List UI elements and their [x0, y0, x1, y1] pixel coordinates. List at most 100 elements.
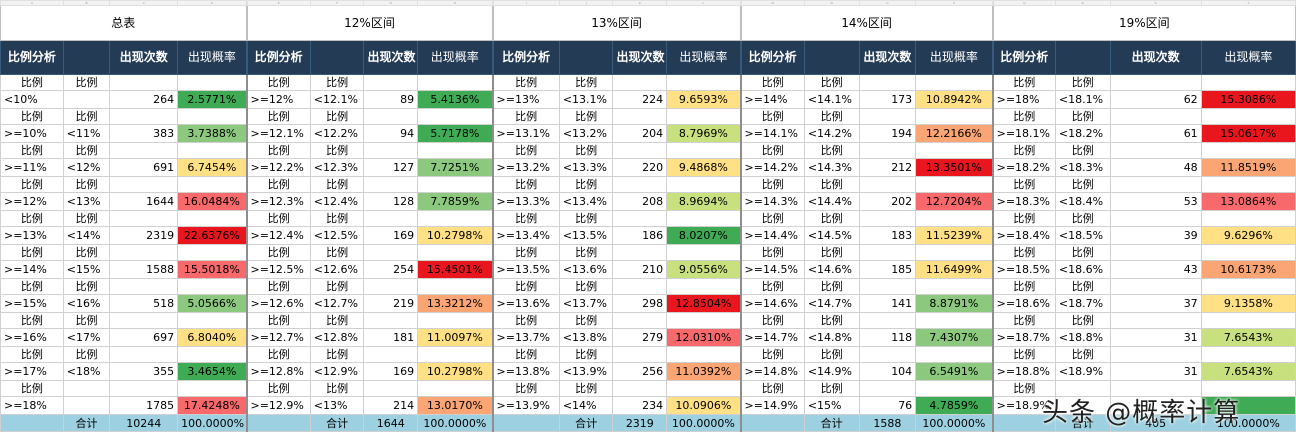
count-cell[interactable]	[1109, 396, 1202, 415]
probability-cell[interactable]: 15.3086%	[1200, 90, 1296, 109]
ratio-sublabel[interactable]: 比例	[0, 278, 64, 295]
ratio-sublabel[interactable]: 比例	[558, 278, 614, 295]
empty-cell[interactable]	[417, 74, 494, 91]
total-count[interactable]: 10244	[109, 414, 179, 432]
probability-cell[interactable]: 9.1358%	[1200, 294, 1296, 313]
range-lower[interactable]: >=18.3%	[991, 192, 1056, 211]
probability-cell[interactable]: 6.7454%	[177, 158, 247, 177]
empty-cell[interactable]	[915, 108, 994, 125]
ratio-sublabel[interactable]: 比例	[0, 312, 64, 329]
ratio-sublabel[interactable]: 比例	[803, 244, 860, 261]
ratio-sublabel[interactable]: 比例	[739, 380, 805, 397]
probability-cell[interactable]: 7.7251%	[417, 158, 494, 177]
range-lower[interactable]: >=18.7%	[991, 328, 1056, 347]
ratio-sublabel[interactable]: 比例	[491, 74, 560, 91]
empty-cell[interactable]	[363, 380, 419, 397]
ratio-sublabel[interactable]: 比例	[558, 176, 614, 193]
ratio-sublabel[interactable]: 比例	[803, 108, 860, 125]
ratio-sublabel[interactable]: 比例	[309, 244, 365, 261]
range-lower[interactable]: >=14.3%	[739, 192, 805, 211]
range-upper[interactable]: <14.6%	[803, 260, 860, 279]
range-lower[interactable]: >=18%	[0, 396, 64, 415]
range-upper[interactable]: <18.9%	[1054, 362, 1111, 381]
empty-cell[interactable]	[666, 312, 742, 329]
probability-cell[interactable]: 15.4501%	[417, 260, 494, 279]
empty-cell[interactable]	[1109, 210, 1202, 227]
ratio-sublabel[interactable]: 比例	[309, 278, 365, 295]
range-lower[interactable]: >=12%	[245, 90, 311, 109]
ratio-sublabel[interactable]: 比例	[991, 210, 1056, 227]
ratio-sublabel[interactable]: 比例	[558, 210, 614, 227]
ratio-sublabel[interactable]: 比例	[245, 380, 311, 397]
ratio-sublabel[interactable]: 比例	[0, 176, 64, 193]
range-lower[interactable]: >=14.6%	[739, 294, 805, 313]
total-label[interactable]: 合计	[1054, 414, 1111, 432]
ratio-sublabel[interactable]: 比例	[1054, 210, 1111, 227]
empty-cell[interactable]	[109, 244, 179, 261]
range-lower[interactable]: >=12.9%	[245, 396, 311, 415]
range-upper[interactable]	[62, 396, 111, 415]
empty-cell[interactable]	[109, 210, 179, 227]
empty-cell[interactable]	[177, 142, 247, 159]
empty-cell[interactable]	[666, 74, 742, 91]
empty-cell[interactable]	[858, 108, 917, 125]
range-upper[interactable]: <12.7%	[309, 294, 365, 313]
empty-cell[interactable]	[1109, 244, 1202, 261]
empty-cell[interactable]	[612, 176, 668, 193]
total-probability[interactable]: 100.0000%	[915, 414, 994, 432]
range-lower[interactable]: >=14%	[739, 90, 805, 109]
empty-cell[interactable]	[1200, 176, 1296, 193]
probability-cell[interactable]: 16.0484%	[177, 192, 247, 211]
count-cell[interactable]: 691	[109, 158, 179, 177]
probability-cell[interactable]: 11.0392%	[666, 362, 742, 381]
range-upper[interactable]: <18.6%	[1054, 260, 1111, 279]
count-cell[interactable]: 183	[858, 226, 917, 245]
range-lower[interactable]: >=17%	[0, 362, 64, 381]
empty-cell[interactable]	[915, 74, 994, 91]
probability-cell[interactable]: 12.2166%	[915, 124, 994, 143]
empty-cell[interactable]	[666, 380, 742, 397]
empty-cell[interactable]	[858, 346, 917, 363]
total-probability[interactable]: 100.0000%	[177, 414, 247, 432]
ratio-sublabel[interactable]: 比例	[803, 346, 860, 363]
empty-cell[interactable]	[1200, 278, 1296, 295]
ratio-sublabel[interactable]: 比例	[1054, 176, 1111, 193]
count-cell[interactable]: 141	[858, 294, 917, 313]
empty-cell[interactable]	[177, 210, 247, 227]
range-upper[interactable]: <13.2%	[558, 124, 614, 143]
probability-cell[interactable]	[1200, 396, 1296, 415]
probability-cell[interactable]: 5.7178%	[417, 124, 494, 143]
count-cell[interactable]: 208	[612, 192, 668, 211]
ratio-sublabel[interactable]: 比例	[491, 108, 560, 125]
ratio-sublabel[interactable]: 比例	[491, 244, 560, 261]
empty-cell[interactable]	[666, 142, 742, 159]
probability-cell[interactable]: 11.5239%	[915, 226, 994, 245]
count-cell[interactable]: 62	[1109, 90, 1202, 109]
empty-cell[interactable]	[1109, 278, 1202, 295]
count-cell[interactable]: 254	[363, 260, 419, 279]
count-cell[interactable]: 518	[109, 294, 179, 313]
probability-cell[interactable]: 12.8504%	[666, 294, 742, 313]
probability-cell[interactable]: 10.2798%	[417, 362, 494, 381]
empty-cell[interactable]	[915, 380, 994, 397]
probability-cell[interactable]: 15.5018%	[177, 260, 247, 279]
empty-cell[interactable]	[1200, 210, 1296, 227]
range-upper[interactable]: <11%	[62, 124, 111, 143]
count-cell[interactable]: 355	[109, 362, 179, 381]
range-lower[interactable]: >=14.9%	[739, 396, 805, 415]
range-lower[interactable]: >=11%	[0, 158, 64, 177]
range-upper[interactable]: <12.2%	[309, 124, 365, 143]
empty-cell[interactable]	[612, 108, 668, 125]
ratio-sublabel[interactable]: 比例	[803, 312, 860, 329]
probability-cell[interactable]: 8.0207%	[666, 226, 742, 245]
range-lower[interactable]: >=14.4%	[739, 226, 805, 245]
count-cell[interactable]: 214	[363, 396, 419, 415]
count-cell[interactable]: 169	[363, 226, 419, 245]
empty-cell[interactable]	[417, 244, 494, 261]
probability-cell[interactable]: 7.7859%	[417, 192, 494, 211]
empty-cell[interactable]	[1109, 74, 1202, 91]
range-upper[interactable]: <13.6%	[558, 260, 614, 279]
ratio-sublabel[interactable]: 比例	[1054, 244, 1111, 261]
probability-cell[interactable]: 13.3212%	[417, 294, 494, 313]
empty-cell[interactable]	[417, 346, 494, 363]
